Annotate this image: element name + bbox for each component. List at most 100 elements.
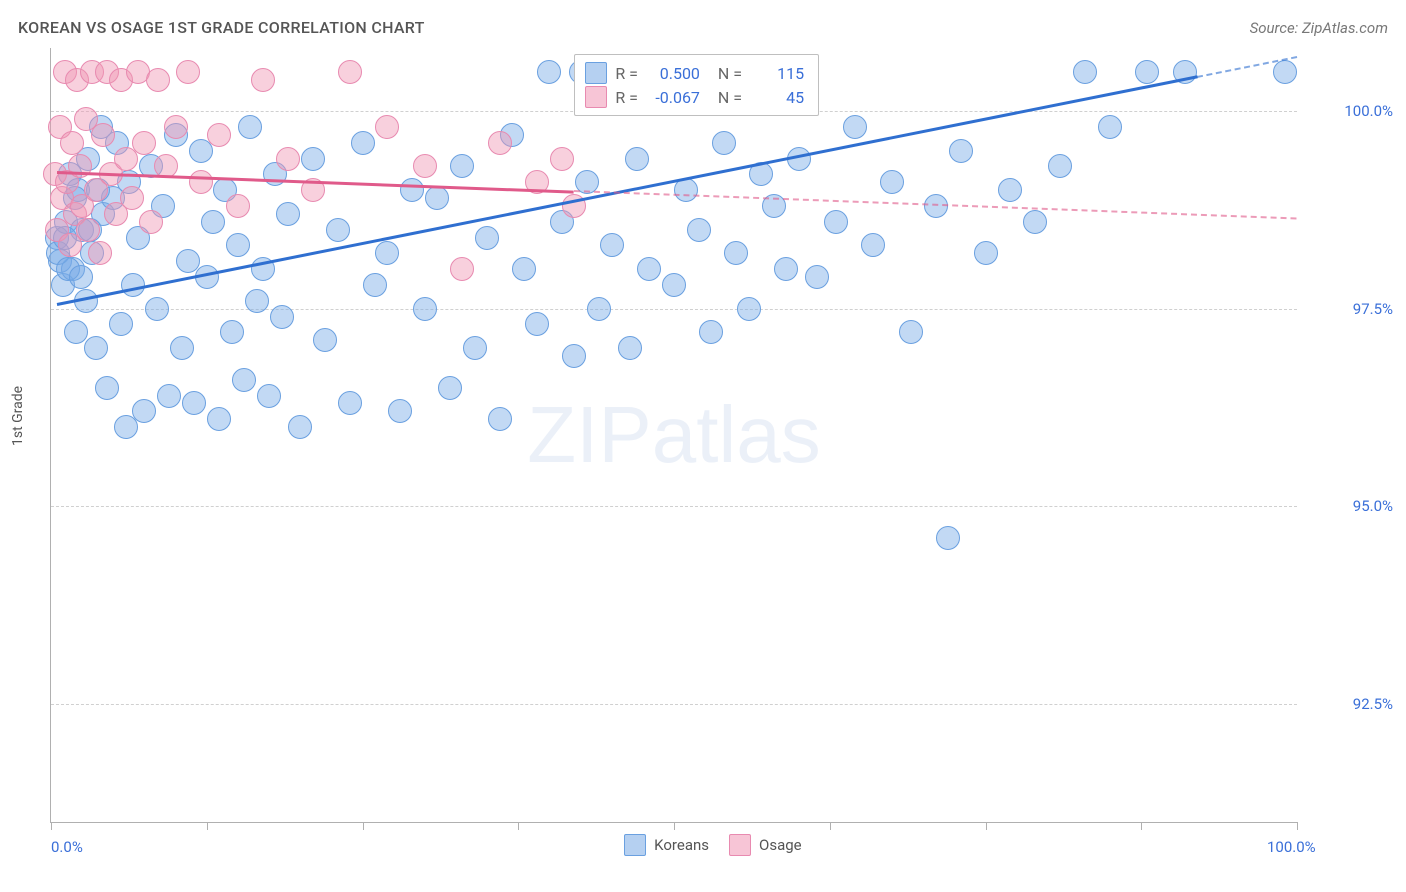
scatter-point (425, 186, 449, 210)
scatter-point (375, 115, 399, 139)
stat-n-value: 45 (750, 88, 804, 107)
scatter-point (232, 368, 256, 392)
x-tick (674, 822, 675, 830)
legend-swatch (585, 62, 607, 84)
scatter-point (182, 391, 206, 415)
scatter-point (974, 241, 998, 265)
scatter-point (375, 241, 399, 265)
scatter-point (132, 399, 156, 423)
scatter-point (120, 186, 144, 210)
scatter-point (637, 257, 661, 281)
scatter-point (525, 312, 549, 336)
scatter-point (413, 154, 437, 178)
stat-r-label: R = (615, 88, 638, 107)
scatter-point (201, 210, 225, 234)
scatter-point (949, 139, 973, 163)
watermark-bold: ZIP (527, 390, 651, 479)
scatter-point (475, 226, 499, 250)
scatter-point (774, 257, 798, 281)
legend-swatch (585, 86, 607, 108)
x-tick (986, 822, 987, 830)
gridline (51, 506, 1297, 507)
stat-n-label: N = (718, 88, 742, 107)
chart-title: KOREAN VS OSAGE 1ST GRADE CORRELATION CH… (18, 18, 425, 37)
scatter-point (189, 170, 213, 194)
stats-legend-row: R = -0.067 N = 45 (585, 85, 804, 109)
x-tick (207, 822, 208, 830)
scatter-point (220, 320, 244, 344)
scatter-point (488, 131, 512, 155)
stat-n-value: 115 (750, 64, 804, 83)
x-tick-label-max: 100.0% (1267, 838, 1316, 856)
scatter-point (712, 131, 736, 155)
title-row: KOREAN VS OSAGE 1ST GRADE CORRELATION CH… (18, 18, 1388, 37)
gridline (51, 309, 1297, 310)
scatter-point (600, 233, 624, 257)
scatter-point (562, 344, 586, 368)
x-tick (518, 822, 519, 830)
scatter-point (313, 328, 337, 352)
scatter-point (687, 218, 711, 242)
scatter-point (95, 376, 119, 400)
scatter-point (537, 60, 561, 84)
scatter-point (164, 115, 188, 139)
y-tick-label: 95.0% (1307, 497, 1393, 515)
legend-swatch (729, 834, 751, 856)
scatter-point (1023, 210, 1047, 234)
scatter-point (64, 320, 88, 344)
scatter-point (109, 312, 133, 336)
scatter-point (170, 336, 194, 360)
scatter-point (276, 147, 300, 171)
series-legend-item: Koreans (624, 834, 709, 856)
scatter-point (270, 305, 294, 329)
scatter-point (84, 336, 108, 360)
scatter-point (338, 391, 362, 415)
gridline (51, 704, 1297, 705)
y-tick-label: 92.5% (1307, 695, 1393, 713)
scatter-point (488, 407, 512, 431)
scatter-point (400, 178, 424, 202)
scatter-point (226, 194, 250, 218)
scatter-point (388, 399, 412, 423)
stats-legend: R =0.500N =115R =-0.067N =45 (574, 54, 819, 116)
scatter-point (60, 131, 84, 155)
scatter-point (1098, 115, 1122, 139)
scatter-point (351, 131, 375, 155)
scatter-point (88, 241, 112, 265)
x-tick-label-min: 0.0% (51, 838, 83, 856)
scatter-point (1135, 60, 1159, 84)
series-legend-label: Osage (759, 836, 802, 854)
scatter-point (157, 384, 181, 408)
series-legend: Koreans Osage (624, 834, 801, 856)
scatter-point (413, 297, 437, 321)
scatter-point (880, 170, 904, 194)
series-legend-item: Osage (729, 834, 802, 856)
scatter-point (618, 336, 642, 360)
stat-r-value: -0.067 (646, 88, 700, 107)
watermark: ZIPatlas (527, 389, 820, 481)
scatter-point (724, 241, 748, 265)
stat-r-label: R = (615, 64, 638, 83)
scatter-point (450, 257, 474, 281)
scatter-point (550, 147, 574, 171)
stats-legend-row: R =0.500N =115 (585, 61, 804, 85)
scatter-point (132, 131, 156, 155)
legend-swatch (624, 834, 646, 856)
scatter-point (251, 68, 275, 92)
scatter-point (363, 273, 387, 297)
scatter-point (288, 415, 312, 439)
scatter-point (276, 202, 300, 226)
scatter-point (899, 320, 923, 344)
scatter-point (438, 376, 462, 400)
scatter-plot-area: ZIPatlas 100.0%97.5%95.0%92.5%0.0%100.0%… (50, 48, 1297, 823)
scatter-point (176, 60, 200, 84)
source-label: Source: ZipAtlas.com (1250, 19, 1388, 37)
scatter-point (587, 297, 611, 321)
scatter-point (207, 407, 231, 431)
scatter-point (301, 147, 325, 171)
y-tick-label: 100.0% (1307, 102, 1393, 120)
scatter-point (824, 210, 848, 234)
scatter-point (338, 60, 362, 84)
scatter-point (737, 297, 761, 321)
scatter-point (238, 115, 262, 139)
